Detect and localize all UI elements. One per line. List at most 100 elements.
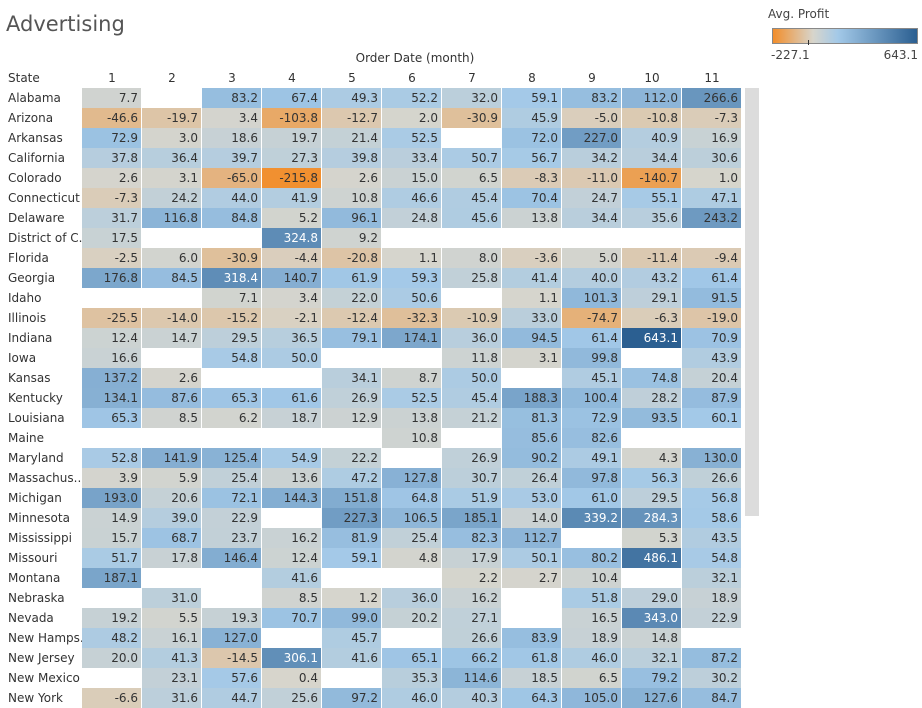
heatmap-cell[interactable]: 16.2 <box>262 528 322 548</box>
row-label[interactable]: Arkansas <box>8 131 63 145</box>
heatmap-cell[interactable]: 59.1 <box>322 548 382 568</box>
heatmap-cell[interactable]: 127.0 <box>202 628 262 648</box>
heatmap-cell[interactable]: 65.3 <box>202 388 262 408</box>
heatmap-cell[interactable]: 68.7 <box>142 528 202 548</box>
heatmap-cell[interactable]: 52.2 <box>382 88 442 108</box>
heatmap-cell[interactable]: -11.4 <box>622 248 682 268</box>
heatmap-cell[interactable]: 72.0 <box>502 128 562 148</box>
heatmap-cell[interactable]: 306.1 <box>262 648 322 668</box>
heatmap-cell[interactable]: 82.3 <box>442 528 502 548</box>
heatmap-cell[interactable]: 3.1 <box>502 348 562 368</box>
heatmap-cell[interactable]: 284.3 <box>622 508 682 528</box>
heatmap-cell[interactable]: 72.9 <box>82 128 142 148</box>
heatmap-cell[interactable]: 1.1 <box>382 248 442 268</box>
heatmap-cell[interactable]: 10.8 <box>322 188 382 208</box>
row-label[interactable]: Iowa <box>8 351 37 365</box>
heatmap-cell[interactable]: 26.9 <box>442 448 502 468</box>
heatmap-cell[interactable]: 70.4 <box>502 188 562 208</box>
heatmap-cell[interactable]: 46.0 <box>382 688 442 708</box>
heatmap-cell[interactable]: 22.9 <box>202 508 262 528</box>
heatmap-cell[interactable]: 96.1 <box>322 208 382 228</box>
heatmap-cell[interactable]: 43.2 <box>622 268 682 288</box>
heatmap-cell[interactable]: 144.3 <box>262 488 322 508</box>
heatmap-cell[interactable]: 45.1 <box>562 368 622 388</box>
heatmap-cell[interactable]: 25.6 <box>262 688 322 708</box>
heatmap-cell[interactable]: 4.3 <box>622 448 682 468</box>
heatmap-cell[interactable]: 21.4 <box>322 128 382 148</box>
heatmap-cell[interactable]: 141.9 <box>142 448 202 468</box>
heatmap-cell[interactable]: 106.5 <box>382 508 442 528</box>
heatmap-cell[interactable]: 227.0 <box>562 128 622 148</box>
heatmap-cell[interactable]: 59.3 <box>382 268 442 288</box>
heatmap-cell[interactable]: 47.1 <box>682 188 742 208</box>
row-label[interactable]: Kentucky <box>8 391 63 405</box>
row-label[interactable]: Nebraska <box>8 591 65 605</box>
heatmap-cell[interactable]: 40.9 <box>622 128 682 148</box>
row-label[interactable]: Massachus.. <box>8 471 82 485</box>
heatmap-cell[interactable]: 33.0 <box>502 308 562 328</box>
row-label[interactable]: Colorado <box>8 171 62 185</box>
heatmap-cell[interactable]: 97.8 <box>562 468 622 488</box>
heatmap-cell[interactable]: 43.5 <box>682 528 742 548</box>
heatmap-cell[interactable]: -65.0 <box>202 168 262 188</box>
heatmap-cell[interactable]: 6.0 <box>142 248 202 268</box>
heatmap-cell[interactable]: 83.2 <box>562 88 622 108</box>
heatmap-cell[interactable]: 33.4 <box>382 148 442 168</box>
heatmap-cell[interactable]: 61.0 <box>562 488 622 508</box>
heatmap-cell[interactable]: 61.6 <box>262 388 322 408</box>
heatmap-cell[interactable]: 17.9 <box>442 548 502 568</box>
heatmap-cell[interactable]: -10.8 <box>622 108 682 128</box>
row-label[interactable]: Connecticut <box>8 191 80 205</box>
heatmap-cell[interactable]: 5.5 <box>142 608 202 628</box>
row-label[interactable]: Missouri <box>8 551 58 565</box>
heatmap-cell[interactable]: 22.2 <box>322 448 382 468</box>
heatmap-cell[interactable]: 83.2 <box>202 88 262 108</box>
heatmap-cell[interactable]: 15.7 <box>82 528 142 548</box>
heatmap-cell[interactable]: 18.9 <box>682 588 742 608</box>
heatmap-cell[interactable]: 50.1 <box>502 548 562 568</box>
heatmap-cell[interactable]: 54.9 <box>262 448 322 468</box>
heatmap-cell[interactable]: 146.4 <box>202 548 262 568</box>
heatmap-cell[interactable]: 79.1 <box>322 328 382 348</box>
heatmap-cell[interactable]: 32.1 <box>622 648 682 668</box>
heatmap-cell[interactable]: 19.7 <box>262 128 322 148</box>
heatmap-cell[interactable]: 8.5 <box>142 408 202 428</box>
heatmap-cell[interactable]: 23.7 <box>202 528 262 548</box>
heatmap-cell[interactable]: 9.2 <box>322 228 382 248</box>
heatmap-cell[interactable]: 174.1 <box>382 328 442 348</box>
heatmap-cell[interactable]: 0.4 <box>262 668 322 688</box>
heatmap-cell[interactable]: 3.9 <box>82 468 142 488</box>
row-label[interactable]: Maryland <box>8 451 64 465</box>
heatmap-cell[interactable]: 15.0 <box>382 168 442 188</box>
heatmap-cell[interactable]: 4.8 <box>382 548 442 568</box>
heatmap-cell[interactable]: 16.2 <box>442 588 502 608</box>
heatmap-cell[interactable]: 140.7 <box>262 268 322 288</box>
heatmap-cell[interactable]: 18.7 <box>262 408 322 428</box>
heatmap-cell[interactable]: -19.0 <box>682 308 742 328</box>
heatmap-cell[interactable]: 40.3 <box>442 688 502 708</box>
heatmap-cell[interactable]: 67.4 <box>262 88 322 108</box>
heatmap-cell[interactable]: 8.7 <box>382 368 442 388</box>
heatmap-cell[interactable]: 19.2 <box>82 608 142 628</box>
heatmap-cell[interactable]: 3.1 <box>142 168 202 188</box>
heatmap-cell[interactable]: 134.1 <box>82 388 142 408</box>
heatmap-cell[interactable]: 72.1 <box>202 488 262 508</box>
heatmap-cell[interactable]: 116.8 <box>142 208 202 228</box>
heatmap-cell[interactable]: 2.6 <box>322 168 382 188</box>
heatmap-cell[interactable]: 24.7 <box>562 188 622 208</box>
heatmap-cell[interactable]: 29.5 <box>202 328 262 348</box>
legend-color-bar[interactable] <box>772 28 918 44</box>
heatmap-cell[interactable]: 99.0 <box>322 608 382 628</box>
heatmap-cell[interactable]: 97.2 <box>322 688 382 708</box>
heatmap-cell[interactable]: 29.1 <box>622 288 682 308</box>
heatmap-cell[interactable]: 176.8 <box>82 268 142 288</box>
heatmap-cell[interactable]: 61.4 <box>562 328 622 348</box>
heatmap-cell[interactable]: 52.5 <box>382 128 442 148</box>
heatmap-cell[interactable]: -46.6 <box>82 108 142 128</box>
heatmap-cell[interactable]: 193.0 <box>82 488 142 508</box>
heatmap-cell[interactable]: 87.9 <box>682 388 742 408</box>
heatmap-cell[interactable]: 7.7 <box>82 88 142 108</box>
heatmap-cell[interactable]: 5.0 <box>562 248 622 268</box>
heatmap-cell[interactable]: 81.3 <box>502 408 562 428</box>
heatmap-cell[interactable]: 16.9 <box>682 128 742 148</box>
